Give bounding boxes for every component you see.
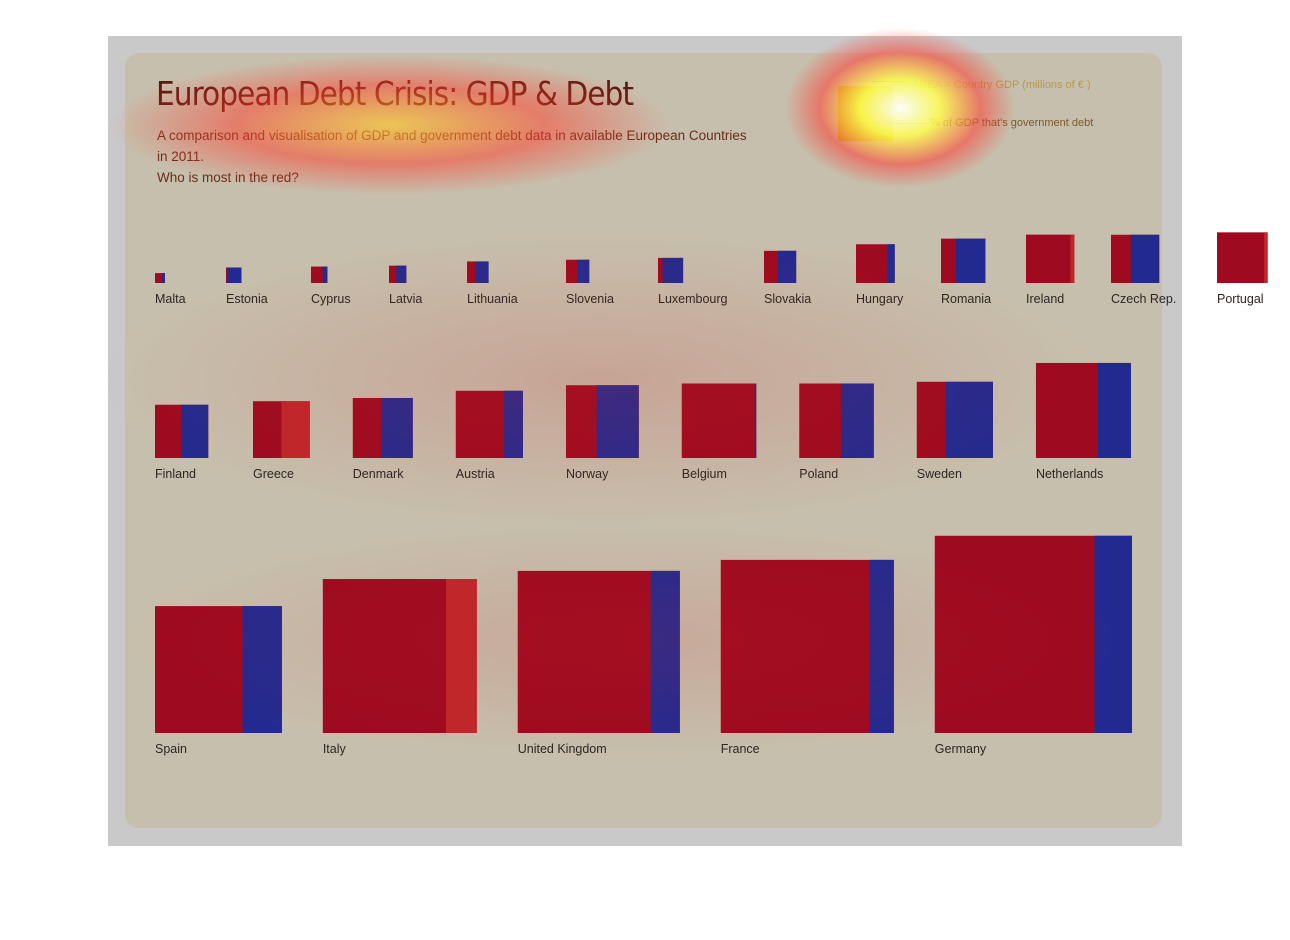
- country-label-lithuania: Lithuania: [467, 292, 518, 306]
- country-label-latvia: Latvia: [389, 292, 422, 306]
- non-debt-bar-united-kingdom: [650, 570, 680, 733]
- non-debt-bar-poland: [840, 383, 874, 458]
- non-debt-bar-slovenia: [576, 259, 590, 283]
- country-label-greece: Greece: [253, 467, 294, 481]
- non-debt-bar-malta: [162, 273, 165, 283]
- non-debt-bar-cyprus: [322, 266, 328, 283]
- non-debt-bar-germany: [1094, 535, 1132, 733]
- country-label-ireland: Ireland: [1026, 292, 1064, 306]
- non-debt-bar-czech-rep: [1130, 234, 1160, 283]
- non-debt-bar-belgium: [754, 383, 757, 458]
- gdp-square-france: [720, 559, 894, 733]
- country-label-austria: Austria: [456, 467, 495, 481]
- country-label-slovakia: Slovakia: [764, 292, 811, 306]
- non-debt-bar-slovakia: [777, 250, 797, 283]
- country-label-united-kingdom: United Kingdom: [518, 742, 607, 756]
- debt-excess-bar-italy: [446, 579, 477, 733]
- non-debt-bar-spain: [242, 606, 282, 733]
- non-debt-bar-finland: [181, 404, 209, 458]
- country-label-czech-rep: Czech Rep.: [1111, 292, 1176, 306]
- non-debt-bar-austria: [504, 390, 523, 458]
- gdp-square-ireland: [1026, 234, 1075, 283]
- country-label-spain: Spain: [155, 742, 187, 756]
- non-debt-bar-romania: [955, 238, 986, 283]
- debt-excess-bar-ireland: [1070, 234, 1075, 283]
- non-debt-bar-lithuania: [475, 261, 489, 283]
- non-debt-bar-france: [869, 559, 894, 733]
- non-debt-bar-netherlands: [1097, 362, 1131, 458]
- country-label-finland: Finland: [155, 467, 196, 481]
- gdp-square-belgium: [681, 383, 757, 458]
- non-debt-bar-latvia: [396, 265, 407, 283]
- debt-excess-bar-greece: [281, 401, 310, 458]
- non-debt-bar-hungary: [887, 244, 895, 283]
- country-label-portugal: Portugal: [1217, 292, 1264, 306]
- country-label-slovenia: Slovenia: [566, 292, 614, 306]
- country-label-poland: Poland: [799, 467, 838, 481]
- gdp-square-malta: [155, 273, 165, 283]
- debt-excess-bar-portugal: [1264, 232, 1268, 283]
- non-debt-bar-norway: [596, 385, 639, 458]
- country-label-romania: Romania: [941, 292, 991, 306]
- gdp-square-portugal: [1217, 232, 1268, 283]
- country-label-netherlands: Netherlands: [1036, 467, 1103, 481]
- non-debt-bar-denmark: [380, 397, 413, 458]
- country-label-france: France: [721, 742, 760, 756]
- country-label-italy: Italy: [323, 742, 347, 756]
- country-label-luxembourg: Luxembourg: [658, 292, 728, 306]
- country-label-hungary: Hungary: [856, 292, 904, 306]
- country-label-malta: Malta: [155, 292, 186, 306]
- country-label-belgium: Belgium: [682, 467, 727, 481]
- country-label-norway: Norway: [566, 467, 609, 481]
- non-debt-bar-sweden: [945, 381, 993, 458]
- country-label-estonia: Estonia: [226, 292, 268, 306]
- country-label-sweden: Sweden: [917, 467, 962, 481]
- non-debt-bar-luxembourg: [662, 257, 684, 283]
- country-label-germany: Germany: [935, 742, 987, 756]
- non-debt-bar-estonia: [226, 267, 242, 283]
- country-label-denmark: Denmark: [353, 467, 404, 481]
- country-label-cyprus: Cyprus: [311, 292, 351, 306]
